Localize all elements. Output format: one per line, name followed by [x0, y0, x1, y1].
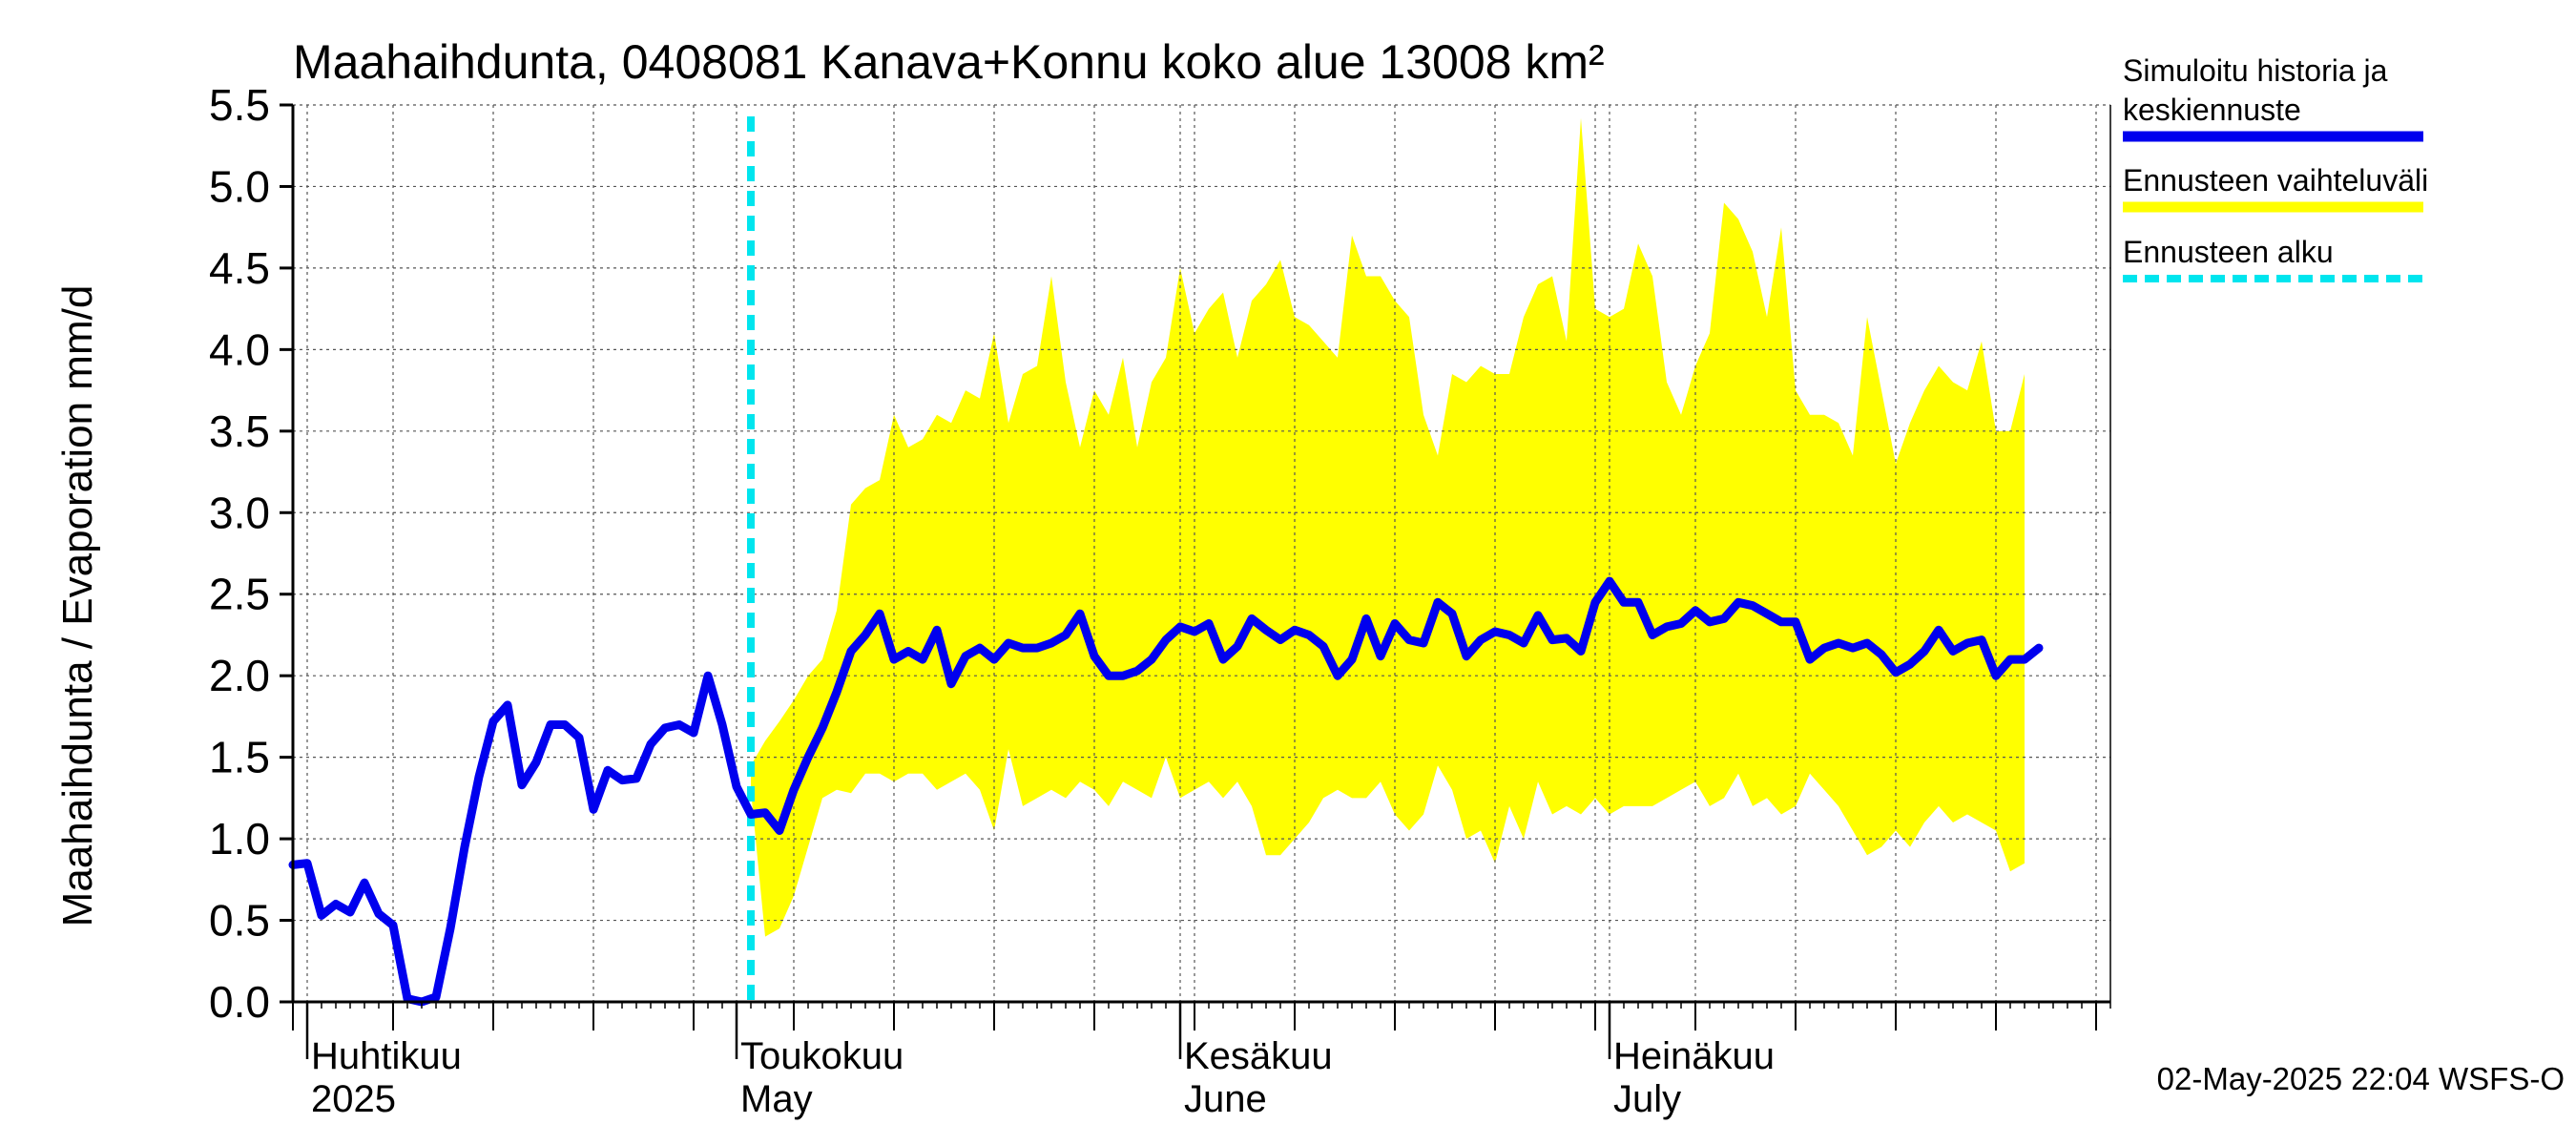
y-tick-label: 5.0 [209, 161, 270, 211]
legend-label: Ennusteen alku [2123, 235, 2334, 269]
y-tick-label: 5.5 [209, 80, 270, 130]
forecast-range-band [751, 117, 2025, 937]
legend-label: keskiennuste [2123, 93, 2301, 127]
range-band-area [751, 117, 2025, 937]
y-tick-label: 0.5 [209, 896, 270, 946]
y-tick-label: 2.0 [209, 651, 270, 700]
footer-timestamp: 02-May-2025 22:04 WSFS-O [2157, 1061, 2565, 1096]
y-tick-labels: 0.0 0.5 1.0 1.5 2.0 2.5 3.0 3.5 4.0 4.5 5.0 5.5 [209, 80, 270, 1027]
y-tick-label: 2.5 [209, 570, 270, 619]
axes [280, 103, 2111, 1059]
y-tick-label: 1.5 [209, 733, 270, 782]
series-line-mean [288, 576, 2044, 1007]
y-tick-label: 0.0 [209, 977, 270, 1027]
y-tick-label: 3.5 [209, 406, 270, 456]
x-month-sublabel: 2025 [311, 1078, 396, 1120]
x-month-sublabel: July [1613, 1078, 1681, 1120]
legend: Simuloitu historia ja keskiennuste Ennuste… [2123, 53, 2428, 282]
y-tick-label: 3.0 [209, 488, 270, 537]
x-month-label: Heinäkuu [1613, 1035, 1775, 1077]
x-month-sublabel: June [1184, 1078, 1267, 1120]
chart-title: Maahaihdunta, 0408081 Kanava+Konnu koko … [293, 35, 1605, 89]
grid-lines [292, 104, 2110, 1002]
legend-label: Ennusteen vaihteluväli [2123, 163, 2428, 198]
y-tick-label: 1.0 [209, 814, 270, 864]
x-month-sublabel: May [740, 1078, 813, 1120]
series-layer [288, 576, 2044, 1007]
y-tick-label: 4.0 [209, 324, 270, 374]
x-month-label: Kesäkuu [1184, 1035, 1333, 1077]
x-month-label: Toukokuu [740, 1035, 904, 1077]
legend-label: Simuloitu historia ja [2123, 53, 2388, 88]
y-axis-label: Maahaihdunta / Evaporation mm/d [54, 285, 101, 927]
x-month-label: Huhtikuu [311, 1035, 462, 1077]
y-tick-label: 4.5 [209, 243, 270, 293]
